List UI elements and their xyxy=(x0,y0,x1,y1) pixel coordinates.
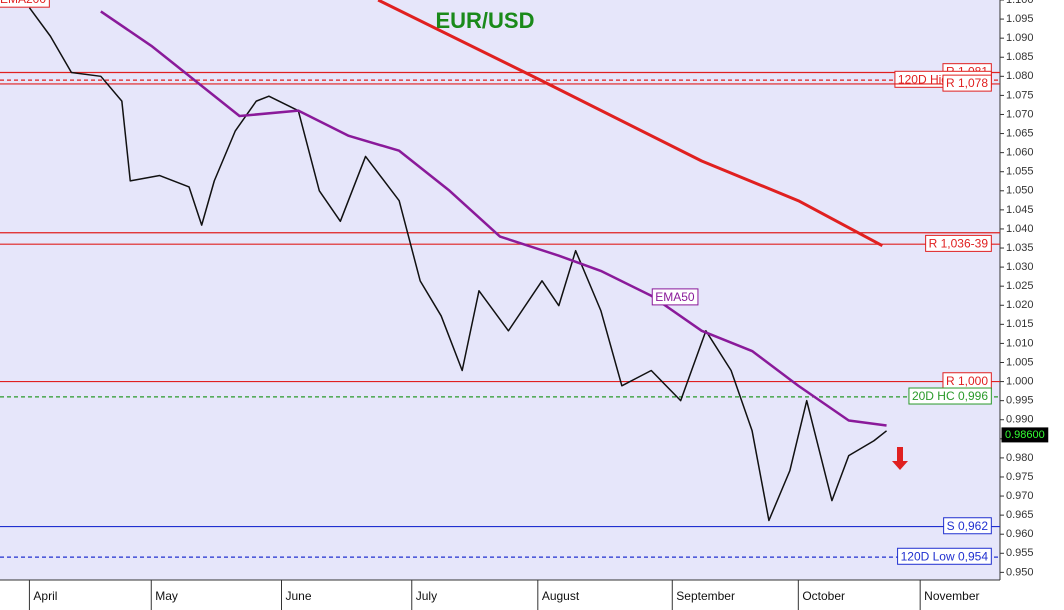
level-label: R 1,078 xyxy=(946,76,988,90)
down-arrow xyxy=(892,447,908,470)
y-tick-label: 1.025 xyxy=(1006,280,1034,292)
last-price: 0.98600 xyxy=(1005,429,1045,441)
label-box xyxy=(925,234,992,252)
y-tick-label: 1.065 xyxy=(1006,127,1034,139)
level-label: 20D HC 0,996 xyxy=(912,389,988,403)
y-tick-label: 1.095 xyxy=(1006,13,1034,25)
level-label: R 1,036-39 xyxy=(929,236,989,250)
y-tick-label: 1.070 xyxy=(1006,108,1034,120)
y-tick-label: 0.950 xyxy=(1006,566,1034,578)
level-label: S 0,962 xyxy=(947,519,989,533)
label-box xyxy=(897,547,992,565)
y-tick-label: 0.960 xyxy=(1006,528,1034,540)
x-tick-label: April xyxy=(33,589,57,603)
series-line xyxy=(377,0,884,248)
y-tick-label: 1.000 xyxy=(1006,375,1034,387)
x-tick-label: May xyxy=(155,589,178,603)
y-tick-label: 0.975 xyxy=(1006,471,1034,483)
series-label: EMA200 xyxy=(0,0,46,6)
y-tick-label: 0.970 xyxy=(1006,490,1034,502)
y-tick-label: 1.040 xyxy=(1006,223,1034,235)
y-tick-label: 0.965 xyxy=(1006,509,1034,521)
series-label: EMA50 xyxy=(655,290,695,304)
label-box xyxy=(0,0,50,8)
y-tick-label: 0.955 xyxy=(1006,547,1034,559)
y-tick-label: 1.080 xyxy=(1006,70,1034,82)
y-tick-label: 1.050 xyxy=(1006,185,1034,197)
series-line xyxy=(100,10,887,427)
y-tick-label: 1.005 xyxy=(1006,356,1034,368)
y-tick-label: 1.085 xyxy=(1006,51,1034,63)
x-tick-label: September xyxy=(676,589,735,603)
level-label: 120D Low 0,954 xyxy=(901,549,989,563)
x-tick-label: July xyxy=(416,589,437,603)
chart-title: EUR/USD xyxy=(435,8,534,33)
label-box xyxy=(943,517,992,535)
y-tick-label: 1.015 xyxy=(1006,318,1034,330)
x-tick-label: November xyxy=(924,589,979,603)
x-tick-label: October xyxy=(802,589,845,603)
series-line xyxy=(28,7,888,522)
y-tick-label: 0.995 xyxy=(1006,395,1034,407)
level-label: R 1,000 xyxy=(946,374,988,388)
y-tick-label: 1.010 xyxy=(1006,337,1034,349)
y-tick-label: 0.990 xyxy=(1006,414,1034,426)
y-tick-label: 1.045 xyxy=(1006,204,1034,216)
label-box xyxy=(651,288,699,306)
label-box xyxy=(908,387,992,405)
x-tick-label: June xyxy=(286,589,312,603)
y-tick-label: 1.020 xyxy=(1006,299,1034,311)
y-tick-label: 1.060 xyxy=(1006,147,1034,159)
x-tick-label: August xyxy=(542,589,580,603)
y-tick-label: 1.055 xyxy=(1006,166,1034,178)
y-tick-label: 1.090 xyxy=(1006,32,1034,44)
y-tick-label: 1.075 xyxy=(1006,89,1034,101)
label-box xyxy=(1001,427,1049,443)
plot-background xyxy=(0,0,1000,580)
y-tick-label: 1.035 xyxy=(1006,242,1034,254)
y-tick-label: 1.100 xyxy=(1006,0,1034,6)
y-tick-label: 0.980 xyxy=(1006,452,1034,464)
label-box xyxy=(942,74,992,92)
y-tick-label: 1.030 xyxy=(1006,261,1034,273)
axis-background xyxy=(1000,0,1064,610)
